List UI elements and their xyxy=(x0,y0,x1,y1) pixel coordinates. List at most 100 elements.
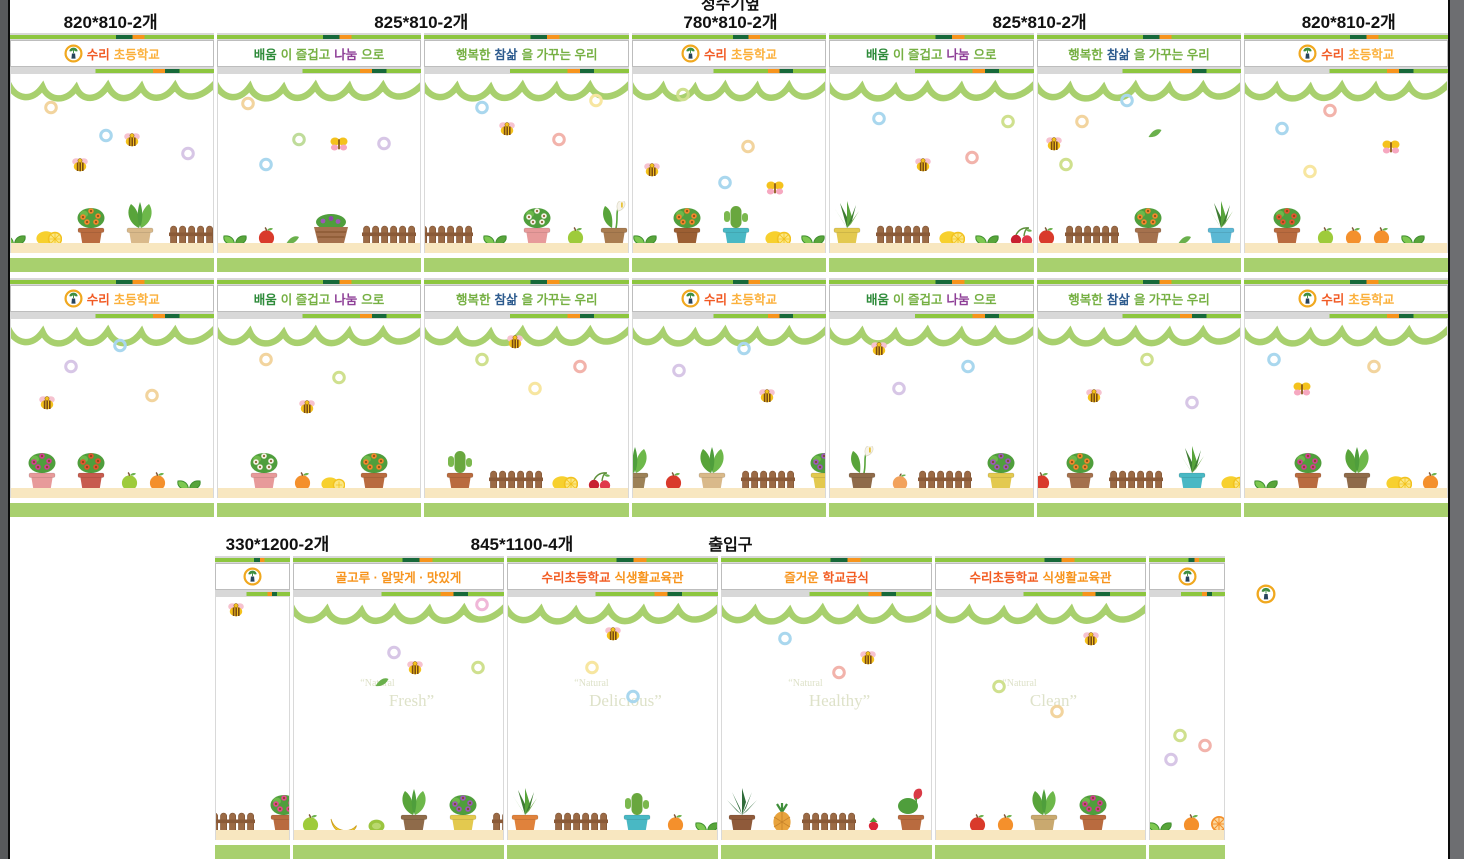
fence-icon xyxy=(489,470,544,491)
header-text-segment: 배움 xyxy=(253,48,277,62)
bee-decor xyxy=(1084,387,1104,409)
ring-icon xyxy=(1323,104,1337,118)
apple-red-icon xyxy=(665,471,681,491)
panel-floor-decor xyxy=(298,788,503,833)
bee-icon xyxy=(915,158,931,172)
ring-icon xyxy=(475,352,489,367)
header-text-segment: 수리 xyxy=(703,48,727,62)
ground-strip xyxy=(216,830,289,840)
green-baseboard xyxy=(935,845,1146,859)
cactus-pot-icon xyxy=(722,206,750,245)
rail-top xyxy=(632,278,826,285)
ring-icon xyxy=(528,381,542,395)
ring-icon xyxy=(1303,164,1317,179)
graphic-panel: 배움 이 즐겁고 나눔 으로 xyxy=(828,33,1034,272)
bee-icon xyxy=(604,627,621,641)
ring-decor xyxy=(572,359,587,379)
header-text-segment: 배움 xyxy=(253,293,277,307)
flowers-pot-icon xyxy=(449,795,476,832)
ring-decor xyxy=(1163,752,1178,772)
ring-decor xyxy=(387,645,402,665)
scallop-garland xyxy=(1037,79,1241,102)
fence-icon xyxy=(216,812,255,833)
apple-red-icon xyxy=(1038,226,1055,246)
rail-bottom xyxy=(216,67,422,74)
green-baseboard xyxy=(507,845,718,859)
ring-decor xyxy=(1323,103,1338,123)
butterfly-decor xyxy=(1292,380,1311,401)
header-text-segment: 이 즐겁고 xyxy=(280,48,331,62)
bee-icon xyxy=(124,133,140,147)
ground-strip xyxy=(425,488,629,498)
bee-decor xyxy=(405,659,425,681)
ring-decor xyxy=(1119,93,1134,113)
panel-header: 배움 이 즐겁고 나눔 으로 xyxy=(828,285,1034,312)
panel-floor-decor xyxy=(940,788,1141,833)
leaf-pot-icon xyxy=(126,202,154,245)
header-text-segment: 초등학교 xyxy=(731,293,778,307)
green-baseboard xyxy=(828,503,1034,517)
leaf-pot-icon xyxy=(698,447,725,490)
rail-bottom xyxy=(632,312,826,319)
rail-top xyxy=(1149,556,1225,563)
panel-floor-decor xyxy=(1249,201,1443,246)
panel-floor-decor xyxy=(833,201,1033,246)
ring-icon xyxy=(588,93,603,107)
header-text-segment: 나눔 xyxy=(946,293,970,307)
ring-icon xyxy=(991,680,1006,694)
ring-icon xyxy=(1197,738,1212,752)
ring-icon xyxy=(891,381,906,395)
orange-icon xyxy=(1183,813,1199,833)
panel-header: 골고루 · 알맞게 · 맛있게 xyxy=(293,563,504,590)
ring-icon xyxy=(676,87,690,102)
scallop-garland xyxy=(508,602,717,625)
ground-strip xyxy=(425,243,629,253)
panel-header: 행복한 참삶 을 가꾸는 우리 xyxy=(424,40,630,67)
ring-icon xyxy=(1172,728,1187,743)
panel-header: 행복한 참삶 을 가꾸는 우리 xyxy=(424,285,630,312)
flowers-pot-icon xyxy=(77,453,105,490)
green-baseboard xyxy=(293,845,504,859)
aloe-pot-icon xyxy=(833,201,861,245)
ring-icon xyxy=(387,646,402,660)
left-wall-strip xyxy=(0,0,10,859)
ring-icon xyxy=(259,352,274,367)
orange-icon xyxy=(1422,471,1438,491)
header-text-segment: 참삶 xyxy=(494,48,518,62)
ring-icon xyxy=(475,597,489,612)
leaf-pot-icon xyxy=(1030,789,1058,832)
school-logo-icon xyxy=(681,44,700,63)
bee-decor xyxy=(913,156,933,178)
ring-decor xyxy=(475,597,490,617)
header-text-segment: 수리 xyxy=(86,48,110,62)
panel-body: “Natural Healthy” xyxy=(721,597,932,840)
green-baseboard xyxy=(216,503,422,517)
orange-icon xyxy=(997,813,1014,833)
rail-top xyxy=(935,556,1146,563)
size-annotation: 825*810-2개 xyxy=(993,13,1087,32)
watermark-text: “NaturalFresh” xyxy=(294,677,503,712)
ground-strip xyxy=(633,243,825,253)
orange-icon xyxy=(149,471,165,491)
bee-icon xyxy=(407,661,424,675)
graphic-panel: 배움 이 즐겁고 나눔 으로 xyxy=(828,278,1034,517)
rail-bottom xyxy=(424,67,630,74)
ring-decor xyxy=(737,341,752,361)
ring-decor xyxy=(112,338,127,358)
green-baseboard xyxy=(828,258,1034,272)
ring-decor xyxy=(1172,728,1187,748)
fence-icon xyxy=(1108,470,1163,491)
header-text-segment: 식생활교육관 xyxy=(614,571,684,585)
ring-icon xyxy=(960,359,975,374)
pineapple-icon xyxy=(773,803,791,833)
panel-floor-decor xyxy=(633,446,825,491)
panel-floor-decor xyxy=(1249,446,1443,491)
fence-icon xyxy=(917,470,972,491)
rail-bottom xyxy=(828,67,1034,74)
leaf-decor xyxy=(1148,126,1163,144)
panel-body xyxy=(1149,597,1225,840)
butterfly-decor xyxy=(330,135,349,156)
school-logo-icon xyxy=(64,289,83,308)
ring-decor xyxy=(1274,121,1289,141)
ring-icon xyxy=(741,139,755,154)
